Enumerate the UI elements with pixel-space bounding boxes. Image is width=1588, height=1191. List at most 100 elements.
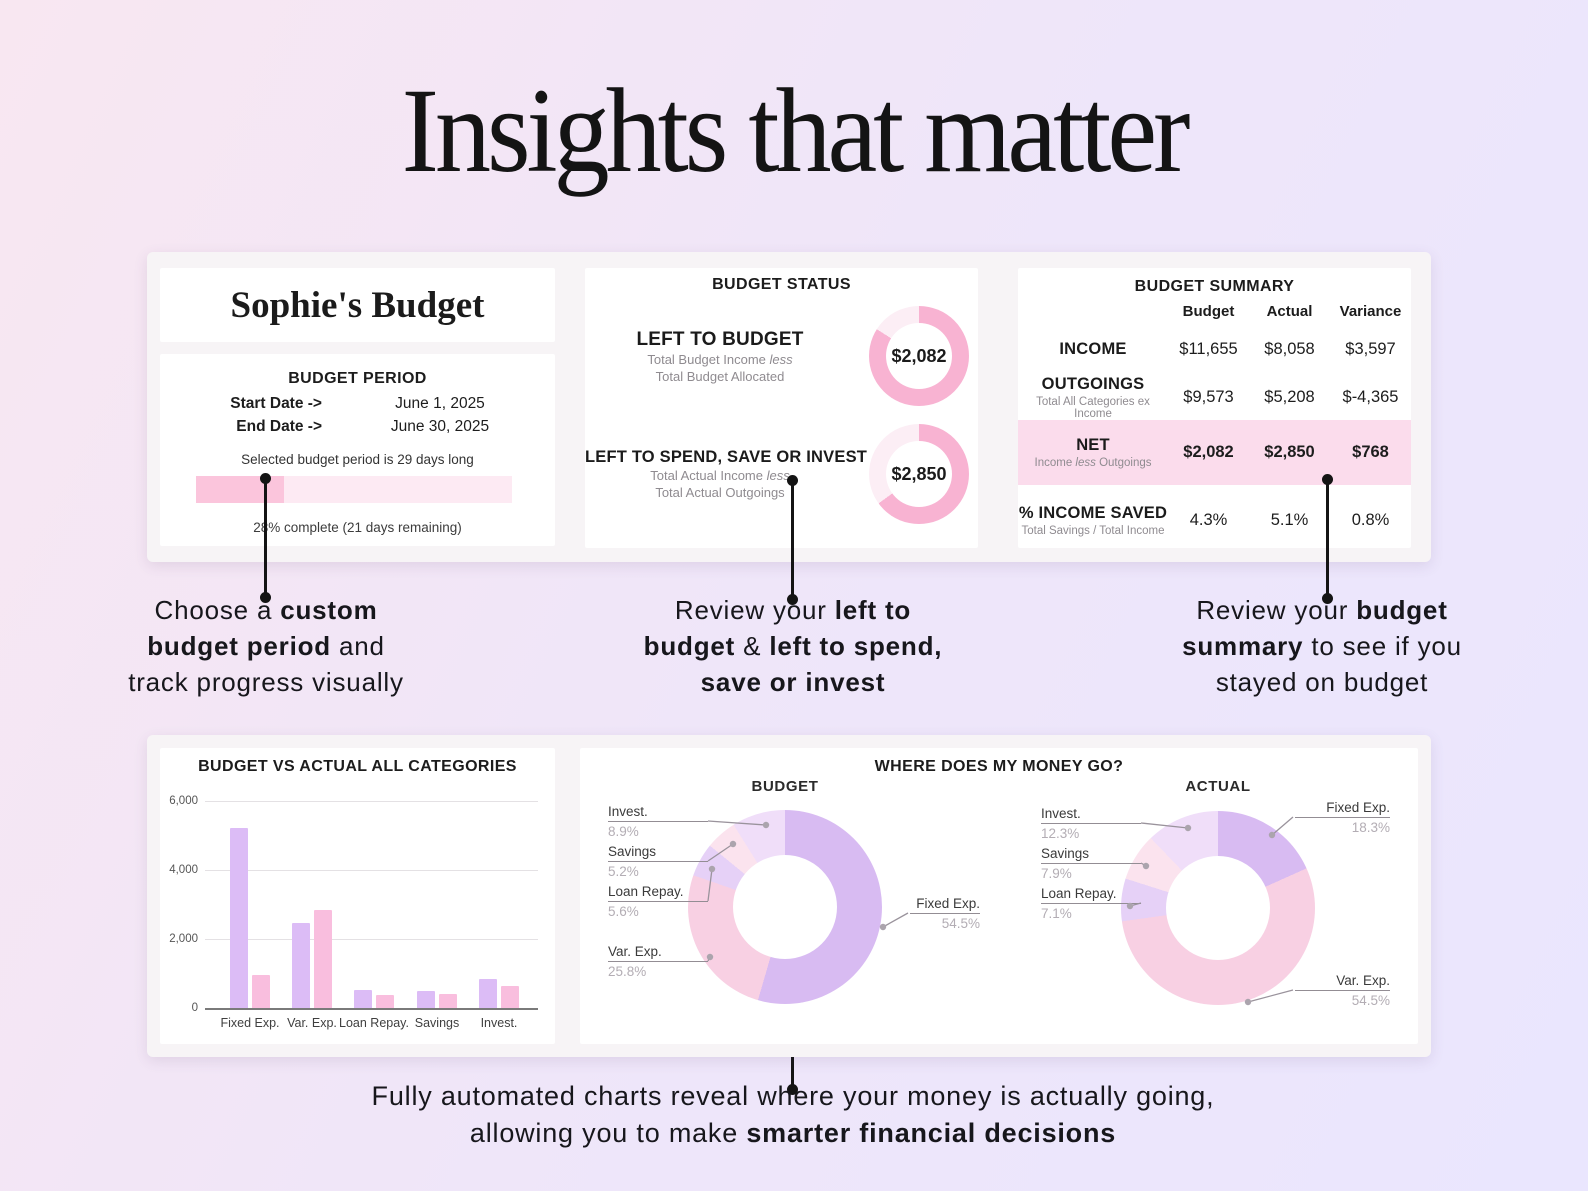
slice-name: Invest. [608, 804, 708, 822]
annotation-line: Choose a custom [154, 595, 378, 625]
slice-name: Invest. [1041, 806, 1141, 824]
annotation-budget-period: Choose a custom budget period and track pr… [56, 592, 476, 700]
summary-header-row: Budget Actual Variance [1018, 298, 1411, 324]
x-axis-category-label: Loan Repay. [339, 1016, 409, 1030]
connector-budget-summary [1322, 474, 1333, 604]
bar-budget [479, 978, 497, 1008]
summary-row-label: NET [1076, 436, 1110, 454]
dashboard-top-panel: Sophie's Budget BUDGET PERIOD Start Date… [147, 252, 1431, 562]
summary-value: 5.1% [1270, 510, 1309, 529]
budget-summary-header: BUDGET SUMMARY [1134, 278, 1295, 295]
bar-actual [501, 985, 519, 1008]
budget-summary-table: Budget Actual Variance INCOME $11,655 $8,058 $… [1018, 298, 1411, 547]
x-axis-line [205, 1008, 538, 1010]
budget-title: Sophie's Budget [230, 284, 485, 326]
summary-value: $768 [1352, 443, 1389, 461]
y-axis-tick: 6,000 [169, 795, 198, 807]
connector-budget-period [260, 473, 271, 603]
summary-row-sublabel: Total Savings / Total Income [1021, 524, 1165, 537]
donut-slice-label: Invest. 8.9% [608, 804, 708, 840]
bar-budget [354, 989, 372, 1008]
bar-actual [376, 995, 394, 1008]
bar-actual [252, 975, 270, 1008]
budget-summary-card: BUDGET SUMMARY Budget Actual Variance INCOM… [1018, 268, 1411, 548]
annotation-line: save or invest [700, 667, 886, 697]
annotation-line: summary to see if you [1182, 631, 1462, 661]
page-title: Insights that matter [401, 64, 1191, 199]
donut-slice-label: Savings 7.9% [1041, 846, 1141, 882]
budget-status-row: LEFT TO SPEND, SAVE OR INVEST Total Actua… [585, 415, 978, 533]
bar-actual [439, 993, 457, 1008]
status-item-title: LEFT TO BUDGET [636, 329, 804, 350]
slice-percent: 54.5% [1351, 993, 1390, 1008]
annotation-budget-status: Review your left to budget & left to spen… [573, 592, 1013, 700]
slice-name: Fixed Exp. [1295, 800, 1390, 818]
donut-slice-label: Fixed Exp. 54.5% [910, 896, 980, 932]
slice-percent: 7.1% [1041, 906, 1072, 921]
bar-budget [292, 922, 310, 1008]
bar-chart-title: BUDGET VS ACTUAL ALL CATEGORIES [198, 758, 517, 775]
summary-column-header: Budget [1182, 302, 1235, 320]
status-ring-value: $2,082 [891, 345, 947, 366]
budget-period-card: BUDGET PERIOD Start Date -> June 1, 2025… [160, 354, 555, 546]
money-go-card: WHERE DOES MY MONEY GO? BUDGET ACTUAL Fi… [580, 748, 1418, 1044]
period-progress-fill [196, 476, 285, 503]
y-axis-tick: 4,000 [169, 864, 198, 876]
summary-row: % INCOME SAVED Total Savings / Total Inco… [1018, 493, 1411, 547]
slice-name: Fixed Exp. [910, 896, 980, 914]
donut-slice-label: Loan Repay. 5.6% [608, 884, 708, 920]
x-axis-category-label: Invest. [480, 1016, 518, 1030]
summary-row-sublabel: Total All Categories ex Income [1036, 395, 1150, 420]
donut-actual-subtitle: ACTUAL [1185, 778, 1251, 795]
annotation-line: track progress visually [128, 667, 404, 697]
budget-status-header: BUDGET STATUS [712, 276, 851, 293]
slice-name: Var. Exp. [1295, 973, 1390, 991]
annotation-line: Review your budget [1196, 595, 1448, 625]
status-item-title: LEFT TO SPEND, SAVE OR INVEST [585, 447, 868, 466]
status-item-subtitle: Total Budget Allocated [655, 369, 785, 384]
summary-value: $5,208 [1264, 387, 1315, 406]
summary-value: $2,082 [1183, 443, 1234, 461]
x-axis-category-label: Savings [414, 1016, 460, 1030]
summary-row: NET Income less Outgoings $2,082 $2,850 $768 [1018, 420, 1411, 485]
start-date-value: June 1, 2025 [395, 395, 485, 412]
slice-name: Savings [608, 844, 708, 862]
slice-percent: 25.8% [608, 964, 647, 979]
summary-row-sublabel: Income less Outgoings [1034, 457, 1152, 469]
bar-budget [230, 828, 248, 1008]
gridline [205, 870, 538, 871]
donut-actual [1121, 811, 1315, 1005]
connector-budget-status [787, 475, 798, 605]
slice-percent: 5.6% [608, 904, 639, 919]
slice-percent: 54.5% [941, 916, 980, 931]
period-progress-bar [196, 476, 512, 503]
y-axis-tick: 0 [191, 1002, 198, 1014]
budget-status-card: BUDGET STATUS LEFT TO BUDGET Total Budget… [585, 268, 978, 548]
bar-budget [417, 990, 435, 1008]
summary-value: $9,573 [1183, 387, 1234, 406]
budget-status-row: LEFT TO BUDGET Total Budget Income less To… [585, 298, 978, 416]
donut-slice-label: Savings 5.2% [608, 844, 708, 880]
period-progress-caption: 28% complete (21 days remaining) [253, 520, 462, 535]
donut-slice-label: Var. Exp. 54.5% [1295, 973, 1390, 1009]
status-ring: $2,082 [869, 306, 969, 406]
summary-value: $8,058 [1264, 339, 1315, 358]
y-axis-tick: 2,000 [169, 933, 198, 945]
annotation-line: Review your left to [674, 595, 912, 625]
budget-period-header: BUDGET PERIOD [288, 370, 427, 387]
donut-budget [688, 810, 882, 1004]
summary-column-header: Variance [1339, 302, 1402, 320]
slice-name: Savings [1041, 846, 1141, 864]
status-ring: $2,850 [869, 424, 969, 524]
summary-row-label: OUTGOINGS [1041, 374, 1145, 393]
summary-row: OUTGOINGS Total All Categories ex Income $… [1018, 374, 1411, 420]
x-axis-category-label: Var. Exp. [287, 1016, 337, 1030]
slice-name: Loan Repay. [1041, 886, 1141, 904]
summary-column-header: Actual [1266, 302, 1313, 320]
dashboard-bottom-panel: BUDGET VS ACTUAL ALL CATEGORIES 0 2,000 4,… [147, 735, 1431, 1057]
summary-value: $11,655 [1179, 339, 1238, 358]
donut-slice-label: Var. Exp. 25.8% [608, 944, 708, 980]
bar-actual [314, 910, 332, 1008]
slice-name: Var. Exp. [608, 944, 708, 962]
summary-value: $3,597 [1345, 339, 1396, 358]
